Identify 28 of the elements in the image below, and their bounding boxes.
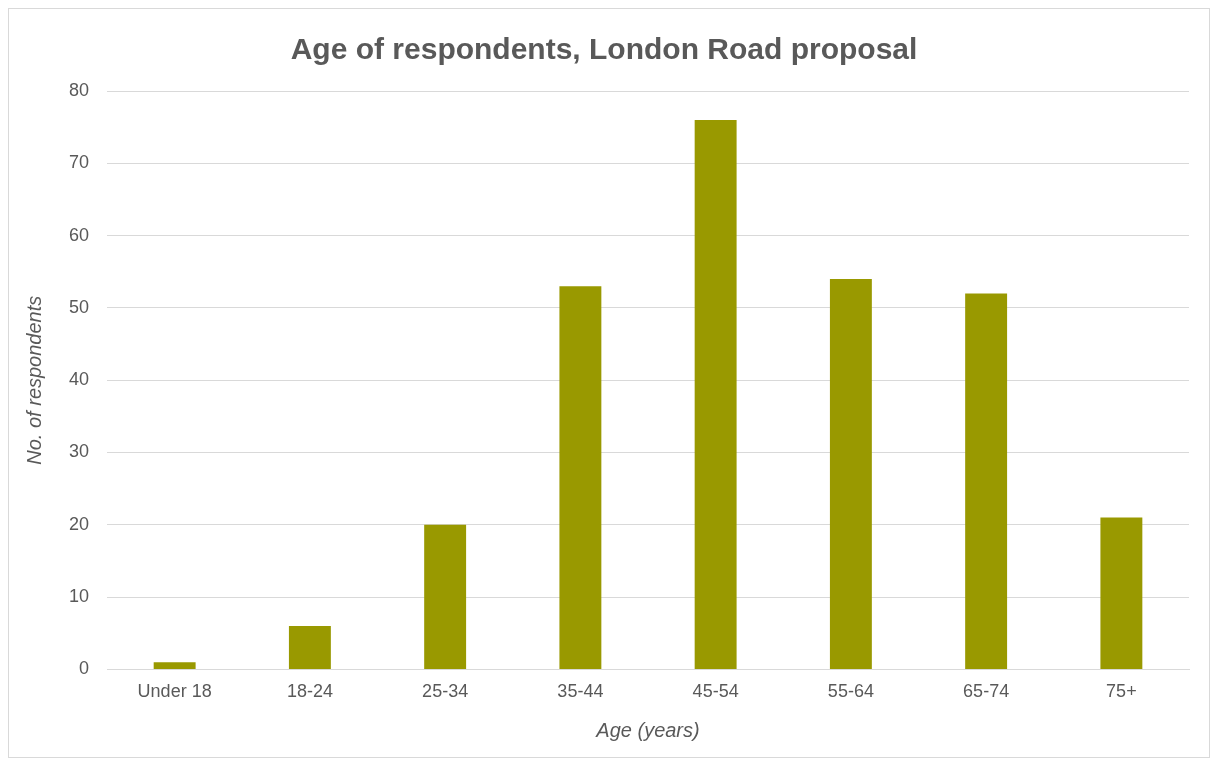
x-tick-label: 55-64 [827, 681, 874, 702]
y-tick-label: 70 [68, 152, 90, 173]
y-tick-label: 80 [68, 79, 90, 100]
y-tick-label: 50 [68, 296, 90, 317]
x-tick-label: 45-54 [692, 681, 739, 702]
bar [424, 524, 467, 669]
y-tick-label: 20 [68, 513, 90, 534]
bar [694, 119, 737, 669]
x-tick-label: 75+ [1106, 681, 1137, 702]
x-tick-label: 18-24 [286, 681, 333, 702]
y-tick-label: 30 [68, 441, 90, 462]
y-tick-label: 60 [68, 224, 90, 245]
x-tick-label: 25-34 [422, 681, 469, 702]
y-tick-label: 40 [68, 369, 90, 390]
x-axis-title: Age (years) [595, 718, 700, 741]
bar [559, 286, 602, 669]
chart-title: Age of respondents, London Road proposal [290, 32, 918, 66]
bar [288, 626, 331, 669]
bar [965, 293, 1008, 669]
bar [1100, 517, 1143, 669]
y-tick-label: 0 [79, 658, 90, 679]
y-axis-title: No. of respondents [22, 295, 45, 465]
y-tick-label: 10 [68, 586, 90, 607]
x-tick-label: Under 18 [137, 681, 212, 702]
bar [153, 662, 196, 669]
bar [829, 278, 872, 669]
x-tick-label: 35-44 [557, 681, 604, 702]
x-tick-label: 65-74 [963, 681, 1010, 702]
